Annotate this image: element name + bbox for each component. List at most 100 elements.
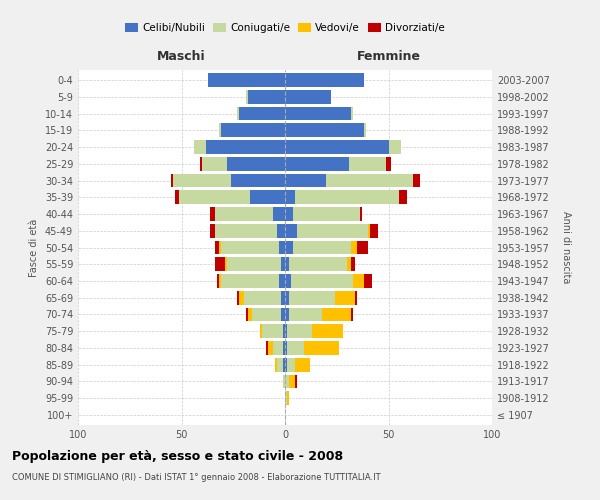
Bar: [285, 240, 293, 254]
Bar: [219, 240, 221, 254]
Bar: [285, 341, 287, 355]
Bar: [206, 140, 285, 154]
Bar: [211, 207, 215, 221]
Bar: [285, 140, 389, 154]
Text: Maschi: Maschi: [157, 50, 206, 63]
Bar: [211, 224, 215, 237]
Bar: [231, 174, 285, 188]
Bar: [225, 258, 227, 271]
Bar: [215, 207, 272, 221]
Bar: [293, 207, 359, 221]
Bar: [326, 174, 413, 188]
Bar: [175, 190, 179, 204]
Bar: [351, 308, 353, 322]
Bar: [285, 324, 287, 338]
Bar: [285, 392, 287, 405]
Bar: [227, 258, 281, 271]
Y-axis label: Fasce di età: Fasce di età: [29, 218, 39, 276]
Bar: [208, 73, 285, 87]
Bar: [287, 358, 295, 372]
Bar: [215, 240, 219, 254]
Text: Femmine: Femmine: [356, 50, 421, 63]
Bar: [248, 308, 252, 322]
Bar: [359, 207, 362, 221]
Bar: [245, 308, 248, 322]
Bar: [171, 174, 173, 188]
Bar: [283, 358, 285, 372]
Bar: [351, 106, 353, 120]
Bar: [285, 308, 289, 322]
Bar: [277, 358, 283, 372]
Bar: [285, 190, 295, 204]
Bar: [239, 291, 244, 304]
Bar: [312, 324, 343, 338]
Bar: [179, 190, 250, 204]
Bar: [285, 258, 289, 271]
Bar: [221, 124, 285, 137]
Text: Popolazione per età, sesso e stato civile - 2008: Popolazione per età, sesso e stato civil…: [12, 450, 343, 463]
Bar: [285, 124, 364, 137]
Bar: [279, 240, 285, 254]
Bar: [281, 258, 285, 271]
Bar: [277, 224, 285, 237]
Bar: [217, 274, 219, 288]
Bar: [364, 124, 366, 137]
Bar: [215, 224, 277, 237]
Bar: [358, 240, 368, 254]
Bar: [219, 274, 221, 288]
Bar: [289, 291, 335, 304]
Bar: [245, 90, 248, 104]
Bar: [283, 324, 285, 338]
Bar: [219, 124, 221, 137]
Bar: [322, 308, 351, 322]
Bar: [221, 240, 279, 254]
Bar: [215, 258, 225, 271]
Bar: [285, 358, 287, 372]
Bar: [272, 341, 283, 355]
Bar: [252, 308, 281, 322]
Bar: [194, 140, 206, 154]
Bar: [283, 374, 285, 388]
Bar: [285, 374, 289, 388]
Bar: [200, 157, 202, 170]
Bar: [262, 324, 283, 338]
Bar: [173, 174, 231, 188]
Text: COMUNE DI STIMIGLIANO (RI) - Dati ISTAT 1° gennaio 2008 - Elaborazione TUTTITALI: COMUNE DI STIMIGLIANO (RI) - Dati ISTAT …: [12, 472, 380, 482]
Bar: [275, 358, 277, 372]
Bar: [266, 341, 268, 355]
Bar: [293, 240, 351, 254]
Bar: [268, 341, 272, 355]
Bar: [287, 324, 312, 338]
Bar: [389, 140, 401, 154]
Bar: [239, 106, 285, 120]
Bar: [285, 106, 351, 120]
Bar: [285, 90, 331, 104]
Y-axis label: Anni di nascita: Anni di nascita: [561, 212, 571, 284]
Bar: [289, 374, 295, 388]
Bar: [227, 157, 285, 170]
Legend: Celibi/Nubili, Coniugati/e, Vedovi/e, Divorziati/e: Celibi/Nubili, Coniugati/e, Vedovi/e, Di…: [121, 18, 449, 37]
Bar: [355, 291, 358, 304]
Bar: [287, 392, 289, 405]
Bar: [295, 358, 310, 372]
Bar: [283, 341, 285, 355]
Bar: [351, 258, 355, 271]
Bar: [368, 224, 370, 237]
Bar: [351, 240, 358, 254]
Bar: [295, 190, 399, 204]
Bar: [238, 291, 239, 304]
Bar: [287, 341, 304, 355]
Bar: [285, 174, 326, 188]
Bar: [285, 291, 289, 304]
Bar: [295, 374, 298, 388]
Bar: [289, 258, 347, 271]
Bar: [250, 190, 285, 204]
Bar: [244, 291, 281, 304]
Bar: [349, 157, 386, 170]
Bar: [202, 157, 227, 170]
Bar: [399, 190, 407, 204]
Bar: [285, 274, 291, 288]
Bar: [272, 207, 285, 221]
Bar: [260, 324, 262, 338]
Bar: [221, 274, 279, 288]
